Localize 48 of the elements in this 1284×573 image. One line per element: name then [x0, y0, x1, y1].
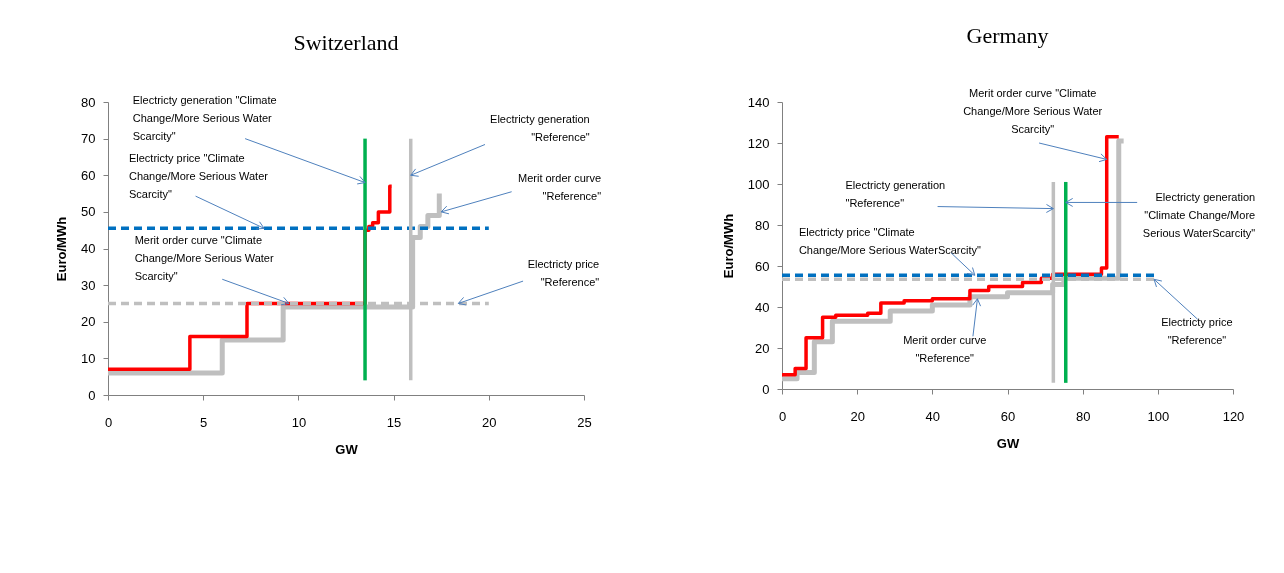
y-tick-label: 20: [81, 314, 96, 330]
y-tick-label: 0: [762, 381, 770, 397]
y-tick-label: 100: [747, 176, 770, 192]
x-tick-label: 20: [482, 414, 497, 430]
y-tick-label: 40: [755, 299, 770, 315]
chart-title: Germany: [966, 23, 1049, 49]
x-tick-label: 5: [200, 414, 208, 430]
y-tick-label: 80: [81, 94, 96, 110]
annotation: Electricty generation "Reference": [845, 178, 946, 209]
annotation: Electricty price "Reference": [1161, 315, 1233, 346]
x-tick-label: 80: [1075, 408, 1091, 424]
y-tick-label: 60: [755, 258, 770, 274]
annotation: Electricty price "Climate Change/More Serious Water Scarcity": [128, 152, 269, 201]
y-tick-label: 40: [81, 241, 96, 256]
y-axis-title: Euro/MWh: [54, 216, 70, 282]
y-tick-label: 80: [755, 217, 770, 233]
x-tick-label: 120: [1222, 408, 1245, 424]
y-tick-label: 70: [81, 131, 96, 147]
y-tick-label: 0: [88, 387, 96, 403]
annotation: Electricty generation "Reference": [490, 112, 590, 143]
x-axis-title: GW: [335, 441, 359, 457]
x-tick-label: 100: [1147, 408, 1170, 424]
annotation: Merit order curve "Climate Change/More Serious Water Scarcity": [134, 234, 274, 283]
y-tick-label: 30: [81, 277, 96, 293]
annotation: Electricty generation "Climate Change/More Serious WaterScarcity": [1142, 190, 1256, 239]
x-tick-label: 15: [386, 414, 402, 430]
x-tick-label: 25: [577, 414, 592, 430]
y-tick-label: 120: [747, 135, 770, 151]
y-tick-label: 20: [755, 340, 770, 356]
annotation: Electricty generation "Climate Change/More Serious Water Scarcity": [132, 93, 277, 142]
y-tick-label: 140: [747, 94, 770, 110]
x-tick-label: 10: [291, 414, 307, 430]
annotation: Merit order curve "Reference": [903, 333, 987, 364]
y-axis-title: Euro/MWh: [720, 213, 736, 279]
annotation: Electricty price "Reference": [527, 258, 600, 289]
x-tick-label: 0: [778, 408, 787, 424]
x-tick-label: 60: [1000, 408, 1016, 424]
annotation: Merit order curve "Climate Change/More Serious Water Scarcity": [963, 87, 1103, 136]
y-tick-label: 60: [81, 167, 96, 183]
annotation: Electricty price "Climate Change/More Serious WaterScarcity": [798, 226, 982, 257]
chart-title: Switzerland: [293, 29, 399, 55]
x-tick-label: 0: [104, 414, 113, 430]
x-axis-title: GW: [996, 435, 1020, 451]
annotation: Merit order curve "Reference": [518, 172, 602, 203]
y-tick-label: 50: [81, 204, 96, 220]
x-tick-label: 20: [850, 408, 865, 424]
x-tick-label: 40: [925, 408, 941, 424]
y-tick-label: 10: [81, 350, 96, 366]
